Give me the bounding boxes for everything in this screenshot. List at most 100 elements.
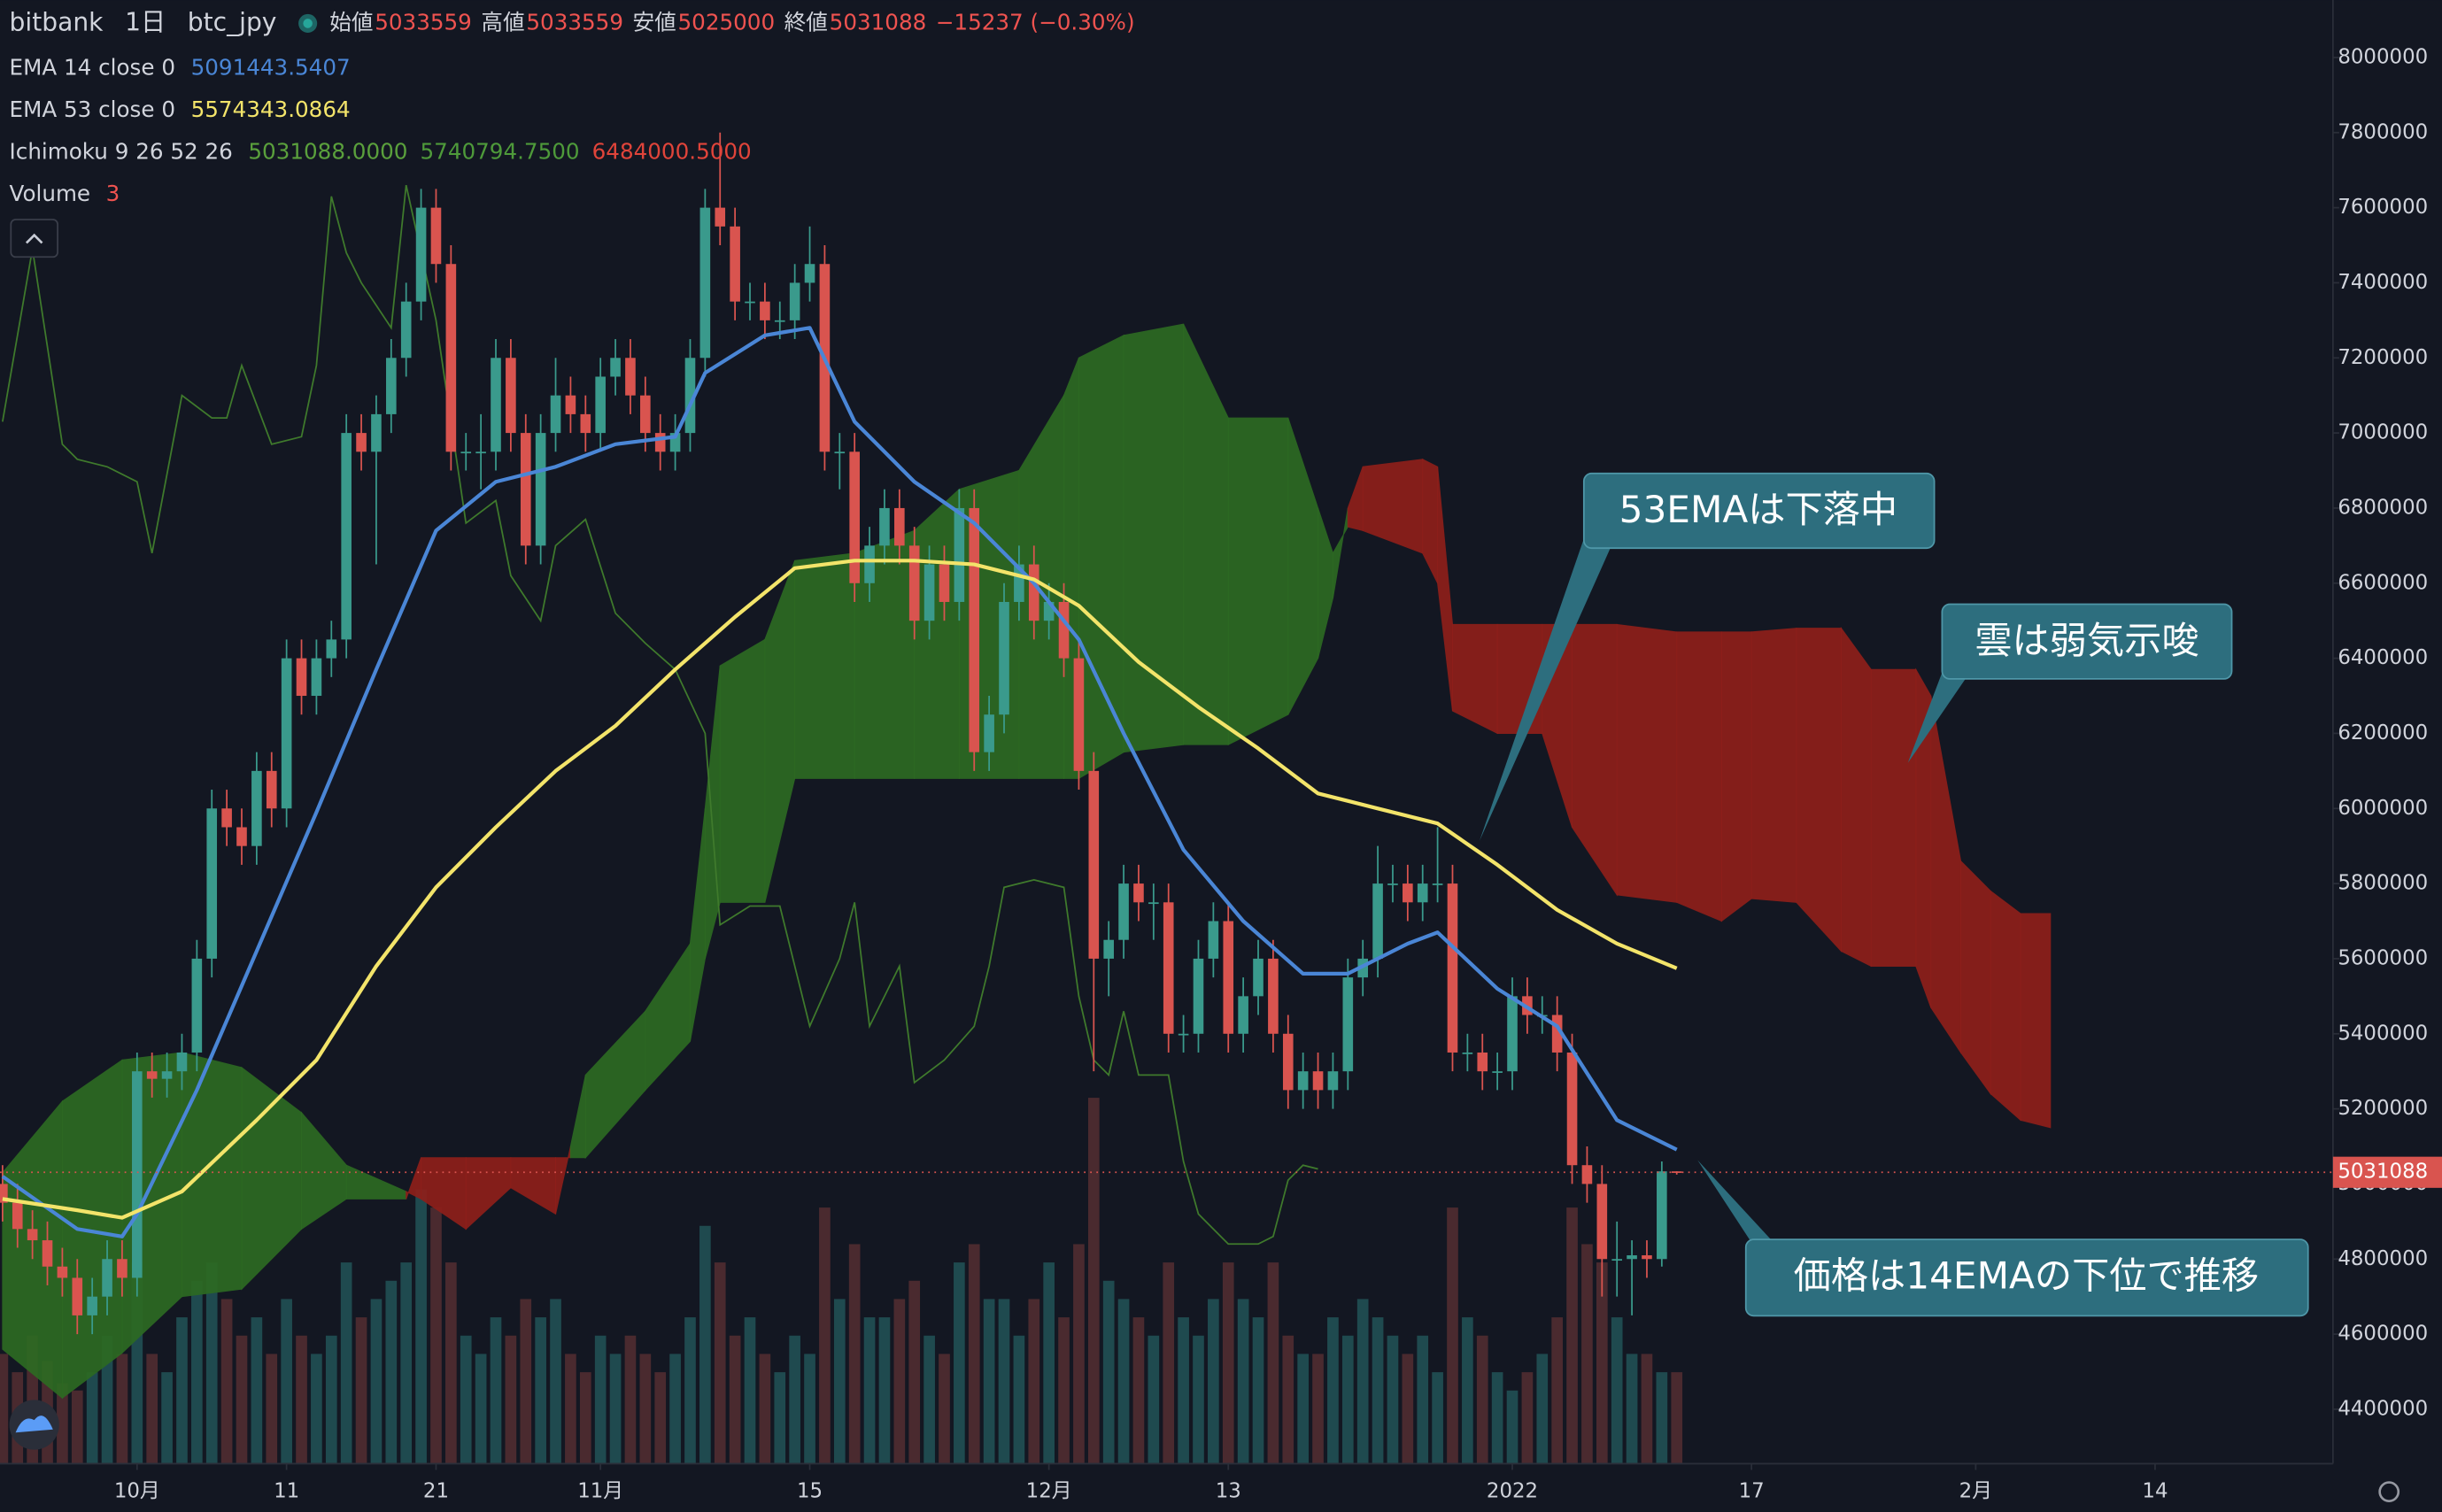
candle-body <box>969 507 980 752</box>
volume-bar <box>729 1335 741 1464</box>
collapse-button-frame[interactable] <box>10 219 58 258</box>
candle-body <box>386 358 397 414</box>
candle-body <box>804 264 815 283</box>
high-value: 5033559 <box>526 9 623 35</box>
volume-bar <box>983 1299 995 1464</box>
y-tick-label: 7800000 <box>2338 120 2428 143</box>
candle-body <box>1073 658 1085 771</box>
volume-bar <box>505 1335 517 1464</box>
collapse-button[interactable] <box>10 219 58 258</box>
logo-mark <box>15 1416 53 1433</box>
volume-bar <box>684 1317 696 1464</box>
volume-bar <box>744 1317 756 1464</box>
candle-body <box>0 1184 8 1203</box>
candle-body <box>684 358 696 434</box>
annotation-text: 53EMAは下落中 <box>1619 488 1897 531</box>
cloud-segment <box>1840 627 1872 968</box>
low-value: 5025000 <box>678 9 776 35</box>
x-tick-label: 17 <box>1739 1480 1765 1503</box>
volume-bar <box>804 1354 815 1464</box>
volume-bar <box>968 1244 980 1464</box>
candle-body <box>1657 1171 1667 1260</box>
candle-body <box>1208 921 1219 959</box>
candle-body <box>1327 1071 1339 1091</box>
candle-body <box>102 1259 112 1297</box>
volume-bar <box>1073 1244 1085 1464</box>
volume-bar <box>296 1335 307 1464</box>
volume-bar <box>1566 1207 1578 1464</box>
ichimoku-label: Ichimoku 9 26 52 26 <box>10 138 233 164</box>
candle-body <box>42 1240 53 1267</box>
candle-body <box>1118 883 1129 940</box>
symbol: btc_jpy <box>188 7 277 36</box>
candle-body <box>221 808 232 828</box>
settings-gear[interactable] <box>2378 1481 2400 1502</box>
change: −15237 (−0.30%) <box>936 9 1135 35</box>
volume-bar <box>1013 1335 1025 1464</box>
candle-body <box>954 507 965 602</box>
annotation-box <box>1582 472 1936 550</box>
volume-bar <box>579 1372 591 1464</box>
candle-body <box>1551 1014 1563 1053</box>
cloud-segment <box>181 1052 243 1298</box>
ichimoku-value: 5031088.0000 <box>248 138 407 164</box>
volume-bar <box>1432 1372 1443 1464</box>
ema-line <box>2 559 1678 1220</box>
candle-body <box>1566 1052 1578 1166</box>
candle-body <box>191 958 203 1053</box>
annotation-pointer <box>1479 534 1611 841</box>
candle-body <box>1238 996 1248 1034</box>
candle-body <box>1462 1052 1473 1054</box>
y-tick-label: 6400000 <box>2338 646 2428 669</box>
candle-body <box>699 207 711 359</box>
close-value: 5031088 <box>830 9 927 35</box>
volume-bar <box>1178 1317 1189 1464</box>
x-tick-label: 15 <box>797 1480 823 1503</box>
volume-bar <box>669 1354 681 1464</box>
x-tick-label: 2022 <box>1487 1480 1538 1503</box>
volume-bar <box>340 1262 352 1464</box>
candle-body <box>1028 564 1039 621</box>
legend: bitbank 1日 btc_jpy 始値 5033559 高値 5033559 安値 5025… <box>10 7 1135 205</box>
collapse-icon[interactable] <box>25 233 43 244</box>
annotation-pointer <box>1907 660 1966 763</box>
volume-bar <box>101 1335 113 1464</box>
candle-body <box>1627 1255 1637 1260</box>
x-tick-label: 21 <box>423 1480 449 1503</box>
volume-bar <box>71 1390 83 1464</box>
candle-body <box>550 395 561 434</box>
exchange: bitbank <box>10 7 104 36</box>
y-tick-label: 6800000 <box>2338 496 2428 519</box>
x-tick-label: 11月 <box>577 1480 623 1503</box>
ichimoku-value: 6484000.5000 <box>592 138 752 164</box>
candle-body <box>654 433 666 452</box>
volume-bar <box>1356 1299 1369 1464</box>
volume-bar <box>833 1299 846 1464</box>
volume-bar <box>161 1372 173 1464</box>
volume-bar <box>325 1335 337 1464</box>
candle-body <box>999 601 1009 715</box>
volume-bar <box>624 1335 637 1464</box>
volume-bar <box>205 1262 218 1464</box>
volume-bar <box>1282 1335 1294 1464</box>
last-price-label: 5031088 <box>2338 1161 2428 1184</box>
cloud-segment <box>2020 913 2052 1129</box>
volume-bar <box>535 1317 546 1464</box>
candle-body <box>715 207 726 227</box>
volume-bar <box>699 1225 711 1464</box>
ema14-label: EMA 14 close 0 <box>10 54 175 80</box>
candle-body <box>176 1052 188 1072</box>
volume-bar <box>1641 1354 1653 1464</box>
candle-body <box>1297 1071 1309 1091</box>
volume-bar <box>654 1372 667 1464</box>
volume-bar <box>759 1354 771 1464</box>
volume-bar <box>220 1299 233 1464</box>
open-label: 始値 <box>329 9 373 35</box>
volume-bar <box>86 1372 98 1464</box>
candle-body <box>745 301 755 304</box>
candle-body <box>1223 921 1234 1034</box>
candle-body <box>1642 1255 1652 1260</box>
settings-icon[interactable] <box>2378 1481 2400 1502</box>
candle-body <box>864 545 875 583</box>
volume-bar <box>1476 1335 1488 1464</box>
